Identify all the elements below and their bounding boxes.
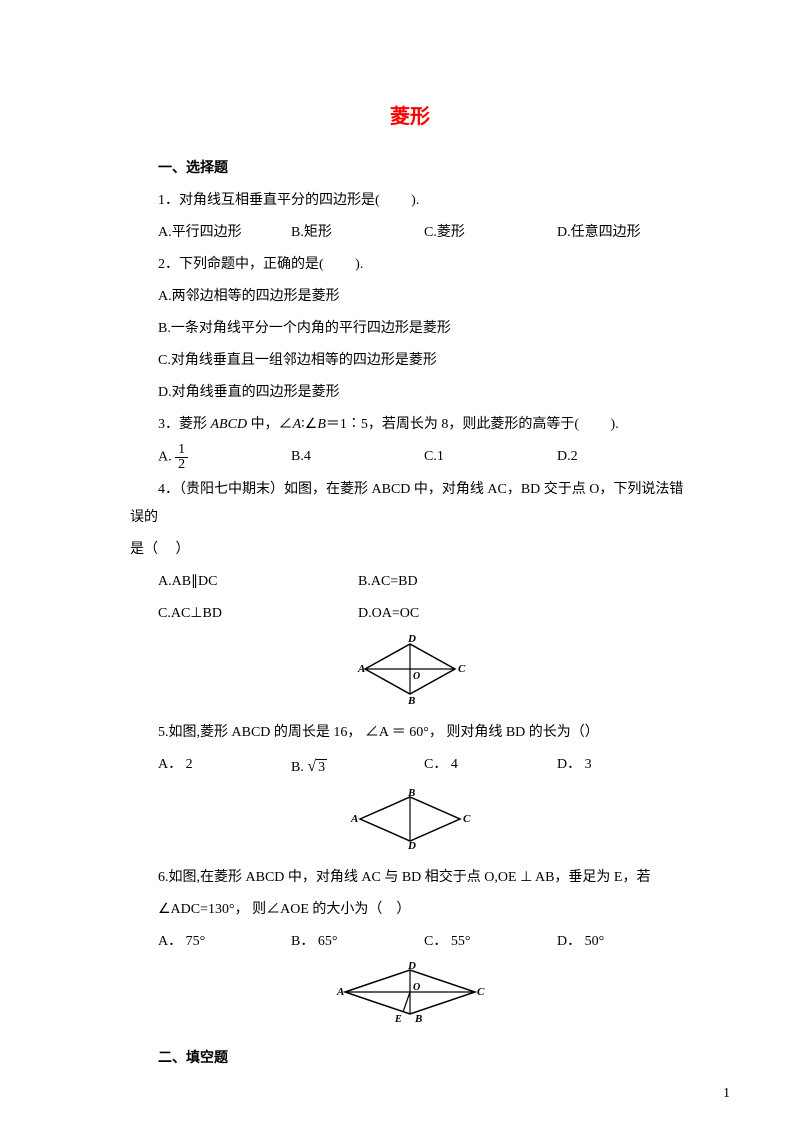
q2-text: 2．下列命题中，正确的是( ). <box>130 251 690 279</box>
q4-line2: 是（ ） <box>130 536 690 564</box>
q3-opt-d: D.2 <box>557 443 690 472</box>
q3-suffix: ＝1∶5，若周长为 8，则此菱形的高等于( ). <box>326 417 619 432</box>
q2-opt-b: B.一条对角线平分一个内角的平行四边形是菱形 <box>130 315 690 343</box>
q1-text: 1．对角线互相垂直平分的四边形是( ). <box>130 187 690 215</box>
q5-opt-c: C． 4 <box>424 751 557 783</box>
q1-opt-c: C.菱形 <box>424 219 557 247</box>
svg-text:D: D <box>407 962 416 972</box>
q3-abcd: ABCD <box>211 417 248 432</box>
q5-b-prefix: B. <box>291 760 304 775</box>
svg-text:A: A <box>350 813 358 825</box>
svg-text:B: B <box>414 1013 422 1025</box>
q6-line2: ∠ADC=130°， 则∠AOE 的大小为（ ） <box>130 896 690 924</box>
q3-a: A <box>293 417 302 432</box>
svg-text:B: B <box>407 695 415 704</box>
q2-opt-c: C.对角线垂直且一组邻边相等的四边形是菱形 <box>130 347 690 375</box>
q6-opt-d: D． 50° <box>557 928 690 956</box>
q3-opt-a: A. 1 2 <box>158 443 291 472</box>
svg-text:D: D <box>407 840 416 849</box>
svg-text:A: A <box>357 663 365 675</box>
q6-opt-c: C． 55° <box>424 928 557 956</box>
svg-text:C: C <box>477 986 485 998</box>
q5-opt-b: B. √3 <box>291 751 424 783</box>
svg-text:B: B <box>407 789 415 799</box>
q5-opt-d: D． 3 <box>557 751 690 783</box>
q3-mid2: ∶∠ <box>301 417 317 432</box>
svg-text:O: O <box>413 982 420 993</box>
document-title: 菱形 <box>130 100 690 129</box>
q1-opt-d: D.任意四边形 <box>557 219 690 247</box>
svg-text:C: C <box>458 663 466 675</box>
q2-opt-d: D.对角线垂直的四边形是菱形 <box>130 379 690 407</box>
q4-opt-d: D.OA=OC <box>358 600 558 628</box>
q4-figure: A C D B O <box>130 634 690 709</box>
svg-text:E: E <box>394 1014 402 1025</box>
fraction-icon: 1 2 <box>175 443 188 472</box>
q5-figure: A C B D <box>130 789 690 854</box>
q1-opt-b: B.矩形 <box>291 219 424 247</box>
q4-opt-c: C.AC⊥BD <box>158 600 358 628</box>
q4-opt-b: B.AC=BD <box>358 568 558 596</box>
section-2-header: 二、填空题 <box>130 1047 690 1067</box>
q6-options: A． 75° B． 65° C． 55° D． 50° <box>130 928 690 956</box>
q4-line1: 4．（贵阳七中期末）如图，在菱形 ABCD 中，对角线 AC，BD 交于点 O，… <box>130 476 690 532</box>
q4-opts-row2: C.AC⊥BD D.OA=OC <box>130 600 690 628</box>
q3-b: B <box>317 417 326 432</box>
q3-opta-prefix: A. <box>158 450 172 465</box>
q3-prefix: 3．菱形 <box>158 417 207 432</box>
q5-text: 5.如图,菱形 ABCD 的周长是 16， ∠A ＝ 60°， 则对角线 BD … <box>130 719 690 747</box>
q6-line1: 6.如图,在菱形 ABCD 中，对角线 AC 与 BD 相交于点 O,OE ⊥ … <box>130 864 690 892</box>
svg-text:A: A <box>336 986 344 998</box>
q6-figure: A C D B O E <box>130 962 690 1037</box>
rhombus-bd-icon: A C B D <box>345 789 475 849</box>
q1-options: A.平行四边形 B.矩形 C.菱形 D.任意四边形 <box>130 219 690 247</box>
svg-text:O: O <box>413 671 420 682</box>
q5-b-rad: 3 <box>316 759 327 775</box>
rhombus-oe-icon: A C D B O E <box>335 962 485 1032</box>
q3-options: A. 1 2 B.4 C.1 D.2 <box>130 443 690 472</box>
svg-text:C: C <box>463 813 471 825</box>
q6-opt-a: A． 75° <box>158 928 291 956</box>
q3-opt-b: B.4 <box>291 443 424 472</box>
q5-opt-a: A． 2 <box>158 751 291 783</box>
q3-opt-c: C.1 <box>424 443 557 472</box>
q3-mid1: 中，∠ <box>251 417 293 432</box>
sqrt-icon: √3 <box>307 760 327 775</box>
q4-opt-a: A.AB∥DC <box>158 568 358 596</box>
q5-options: A． 2 B. √3 C． 4 D． 3 <box>130 751 690 783</box>
frac-den: 2 <box>175 458 188 472</box>
rhombus-diagonals-icon: A C D B O <box>350 634 470 704</box>
section-1-header: 一、选择题 <box>130 157 690 177</box>
q2-opt-a: A.两邻边相等的四边形是菱形 <box>130 283 690 311</box>
q4-opts-row1: A.AB∥DC B.AC=BD <box>130 568 690 596</box>
q1-opt-a: A.平行四边形 <box>158 219 291 247</box>
q6-opt-b: B． 65° <box>291 928 424 956</box>
page-number: 1 <box>723 1086 730 1102</box>
svg-text:D: D <box>407 634 416 645</box>
q3-text: 3．菱形 ABCD 中，∠A∶∠B＝1∶5，若周长为 8，则此菱形的高等于( )… <box>130 411 690 439</box>
frac-num: 1 <box>175 443 188 458</box>
